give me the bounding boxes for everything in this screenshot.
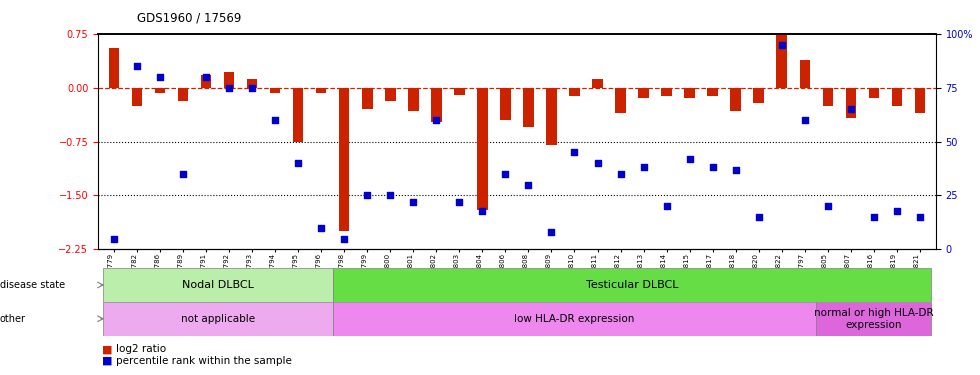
Point xyxy=(175,171,191,177)
Point xyxy=(406,199,421,205)
Bar xyxy=(333,302,816,336)
Point xyxy=(820,203,836,209)
Bar xyxy=(846,88,856,118)
Point xyxy=(428,117,444,123)
Point xyxy=(728,166,744,172)
Bar xyxy=(615,88,625,113)
Bar xyxy=(155,88,166,93)
Point xyxy=(221,85,237,91)
Bar xyxy=(201,75,212,88)
Point xyxy=(314,225,329,231)
Bar xyxy=(754,88,763,104)
Text: other: other xyxy=(0,314,26,324)
Point xyxy=(544,229,560,235)
Point xyxy=(774,42,790,48)
Bar xyxy=(684,88,695,99)
Bar xyxy=(109,48,120,88)
Point xyxy=(520,182,536,188)
Bar xyxy=(708,88,717,96)
Point xyxy=(705,164,720,170)
Bar xyxy=(868,88,879,99)
Bar xyxy=(816,302,931,336)
Bar xyxy=(500,88,511,120)
Bar xyxy=(317,88,326,93)
Bar xyxy=(224,72,234,88)
Text: Nodal DLBCL: Nodal DLBCL xyxy=(181,280,254,290)
Text: percentile rank within the sample: percentile rank within the sample xyxy=(116,356,291,366)
Point xyxy=(797,117,812,123)
Point xyxy=(129,63,145,69)
Bar xyxy=(132,88,142,106)
Text: ■: ■ xyxy=(102,356,113,366)
Point xyxy=(843,106,858,112)
Text: Testicular DLBCL: Testicular DLBCL xyxy=(586,280,678,290)
Point xyxy=(244,85,260,91)
Point xyxy=(106,236,122,242)
Text: ■: ■ xyxy=(102,345,113,354)
Point xyxy=(866,214,882,220)
Bar xyxy=(363,88,372,109)
Point xyxy=(474,208,490,214)
Bar xyxy=(103,302,333,336)
Bar xyxy=(822,88,833,106)
Point xyxy=(268,117,283,123)
Point xyxy=(889,208,905,214)
Point xyxy=(498,171,514,177)
Point xyxy=(152,74,168,80)
Point xyxy=(198,74,214,80)
Bar xyxy=(409,88,418,111)
Point xyxy=(751,214,766,220)
Text: normal or high HLA-DR
expression: normal or high HLA-DR expression xyxy=(814,308,934,330)
Bar xyxy=(339,88,350,231)
Bar xyxy=(103,268,333,302)
Bar xyxy=(333,268,931,302)
Text: low HLA-DR expression: low HLA-DR expression xyxy=(514,314,635,324)
Point xyxy=(590,160,606,166)
Bar xyxy=(454,88,465,95)
Bar xyxy=(546,88,557,145)
Point xyxy=(682,156,698,162)
Point xyxy=(636,164,652,170)
Bar xyxy=(592,79,603,88)
Point xyxy=(659,203,674,209)
Bar xyxy=(914,88,925,113)
Bar xyxy=(662,88,671,96)
Text: disease state: disease state xyxy=(0,280,65,290)
Text: not applicable: not applicable xyxy=(180,314,255,324)
Bar xyxy=(800,60,809,88)
Point xyxy=(360,192,375,198)
Bar xyxy=(523,88,534,127)
Text: log2 ratio: log2 ratio xyxy=(116,345,166,354)
Point xyxy=(566,149,582,155)
Text: GDS1960 / 17569: GDS1960 / 17569 xyxy=(137,11,242,24)
Bar xyxy=(776,34,787,88)
Bar xyxy=(892,88,902,106)
Point xyxy=(290,160,306,166)
Point xyxy=(336,236,352,242)
Bar xyxy=(638,88,649,99)
Bar xyxy=(293,88,304,142)
Bar xyxy=(178,88,188,100)
Point xyxy=(382,192,398,198)
Bar xyxy=(477,88,488,210)
Point xyxy=(452,199,467,205)
Bar xyxy=(431,88,442,122)
Bar xyxy=(730,88,741,111)
Point xyxy=(612,171,628,177)
Bar xyxy=(385,88,396,100)
Point xyxy=(912,214,928,220)
Bar xyxy=(270,88,280,93)
Bar xyxy=(247,79,258,88)
Bar xyxy=(569,88,580,96)
